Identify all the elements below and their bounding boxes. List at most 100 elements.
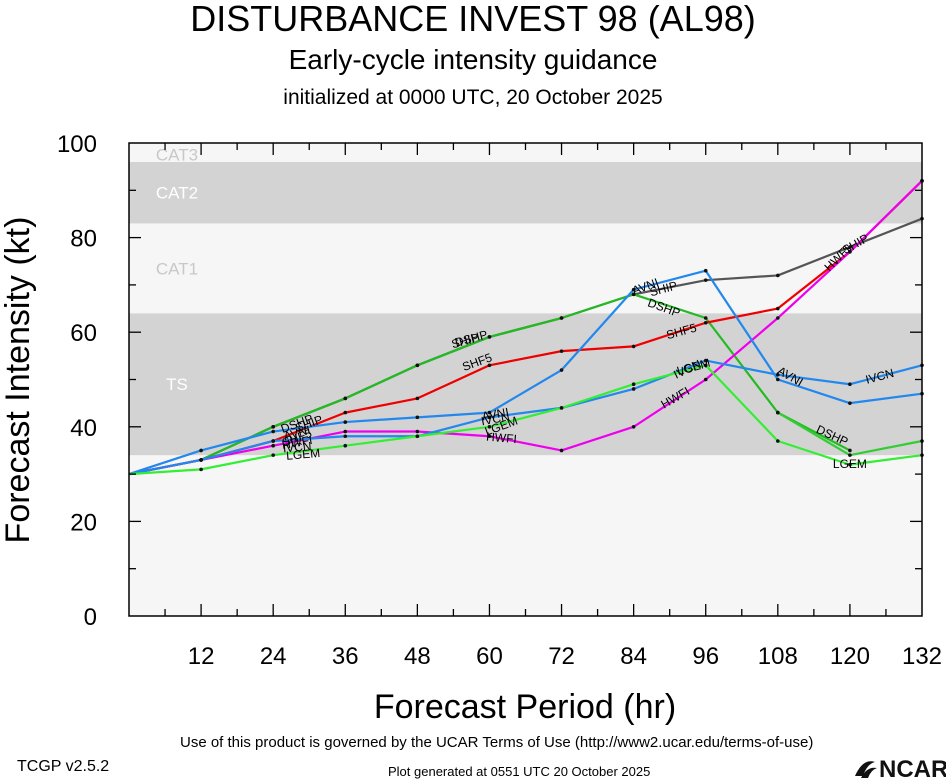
data-point-dshp — [848, 453, 852, 457]
x-tick-label: 120 — [830, 643, 870, 670]
series-points — [199, 179, 924, 472]
data-point-lgem — [415, 434, 420, 439]
band-label-cat3: CAT3 — [156, 145, 198, 164]
model-label-ivcn: IVCN — [480, 410, 511, 429]
ncar-logo-swoosh — [855, 761, 875, 776]
data-point-avni — [343, 420, 348, 424]
band-ts — [129, 313, 922, 456]
model-label-ivcn: IVCN — [282, 439, 312, 455]
data-point-hwfi — [559, 448, 564, 453]
data-point-lgem — [271, 453, 275, 457]
model-label-hwfi: HWFI — [281, 433, 314, 452]
model-label-lgem: LGEM — [833, 457, 867, 471]
data-point-avni — [415, 415, 420, 420]
data-point-avni — [199, 448, 203, 453]
initialization-time: initialized at 0000 UTC, 20 October 2025 — [283, 86, 663, 109]
band-labels: TS CAT1 CAT2 CAT3 — [156, 145, 198, 394]
data-point-shf5 — [631, 344, 636, 349]
y-tick-label: 100 — [57, 131, 97, 158]
data-point-ivcn — [199, 458, 203, 462]
data-point-lgem — [199, 467, 203, 472]
data-point-dshp — [487, 335, 492, 339]
band-label-cat1: CAT1 — [156, 259, 198, 278]
model-label-lgem: LGEM — [286, 446, 321, 463]
data-point-hwfi — [703, 377, 708, 382]
axes: 12 24 36 48 60 72 84 96 108 120 132 0 20 40 60 80 100 — [57, 131, 942, 670]
data-point-lgem — [776, 439, 780, 443]
x-tick-label: 96 — [692, 643, 719, 670]
band-label-cat2: CAT2 — [156, 184, 198, 203]
data-point-lgem — [487, 425, 492, 429]
data-point-hwfi — [343, 429, 348, 434]
x-tick-label: 24 — [260, 643, 287, 670]
data-point-dshp — [631, 292, 636, 297]
data-point-shf5 — [559, 349, 564, 353]
data-point-dshp — [343, 396, 348, 401]
data-point-ivcn — [343, 434, 348, 439]
y-tick-label: 0 — [84, 604, 97, 631]
data-point-avni — [487, 410, 492, 415]
data-point-shf5 — [415, 396, 420, 401]
chart-subtitle: Early-cycle intensity guidance — [288, 44, 658, 75]
data-point-hwfi — [415, 429, 420, 434]
ncar-logo: NCAR — [855, 756, 946, 780]
model-label-ship: SHIP — [648, 278, 679, 299]
data-point-hwfi — [271, 443, 275, 448]
series-line-ivcn — [128, 359, 923, 476]
y-tick-label: 60 — [70, 320, 97, 347]
data-point-shf5 — [776, 306, 780, 311]
model-label-hwfi: HWFI — [486, 429, 518, 446]
data-point-dshp — [776, 410, 780, 415]
ncar-logo-text: NCAR — [879, 756, 946, 780]
intensity-bands — [129, 143, 922, 616]
data-point-lgem — [343, 443, 348, 448]
y-tick-label: 20 — [70, 509, 97, 536]
model-label-avni: AVNI — [282, 423, 312, 444]
data-point-ivcn — [703, 358, 708, 363]
data-point-ship — [848, 245, 852, 249]
x-tick-label: 108 — [758, 643, 798, 670]
x-tick-label: 12 — [188, 643, 215, 670]
data-point-avni — [631, 287, 636, 292]
data-point-avni — [271, 429, 275, 434]
x-tick-label: 48 — [404, 643, 431, 670]
data-point-hwfi — [487, 434, 492, 439]
x-tick-label: 36 — [332, 643, 359, 670]
data-point-shf5 — [703, 320, 708, 325]
data-point-lgem — [631, 382, 636, 387]
data-point-hwfi — [848, 249, 852, 254]
band-cat1 — [129, 223, 922, 314]
model-label-ship: SHIP — [450, 330, 481, 351]
x-tick-label: 72 — [548, 643, 575, 670]
band-label-ts: TS — [166, 375, 188, 394]
data-point-ivcn — [776, 372, 780, 377]
data-point-dshp — [848, 448, 852, 453]
data-point-ivcn — [848, 382, 852, 387]
x-tick-label: 60 — [476, 643, 503, 670]
data-point-avni — [848, 401, 852, 405]
y-tick-label: 80 — [70, 226, 97, 253]
x-tick-label: 132 — [902, 643, 942, 670]
x-tick-label: 84 — [620, 643, 647, 670]
chart-title: DISTURBANCE INVEST 98 (AL98) — [190, 0, 756, 39]
data-point-dshp — [703, 316, 708, 320]
data-point-ship — [703, 278, 708, 282]
data-point-hwfi — [631, 425, 636, 429]
terms-of-use-notice: Use of this product is governed by the U… — [180, 734, 814, 751]
data-point-ivcn — [271, 439, 275, 443]
data-point-shf5 — [487, 363, 492, 368]
data-point-ship — [776, 273, 780, 278]
model-label-avni: AVNI — [481, 405, 510, 423]
series-line-avni — [128, 269, 923, 476]
data-point-avni — [559, 368, 564, 372]
y-tick-label: 40 — [70, 415, 97, 442]
series-line-lgem — [128, 364, 923, 476]
data-point-dshp — [271, 425, 275, 429]
x-axis-label: Forecast Period (hr) — [374, 688, 676, 726]
series-line-hwfi — [128, 180, 923, 476]
data-point-ivcn — [631, 387, 636, 391]
band-cat2 — [129, 161, 922, 224]
band-cat3 — [129, 143, 922, 162]
data-point-lgem — [559, 406, 564, 410]
data-point-lgem — [848, 462, 852, 467]
